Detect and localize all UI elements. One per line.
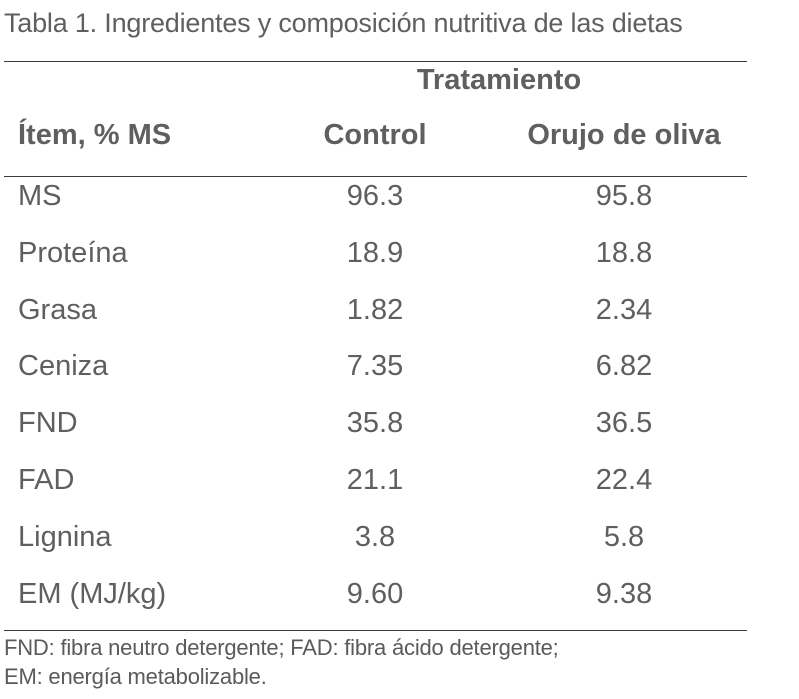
- table-row: MS 96.3 95.8: [0, 177, 799, 234]
- cell-orujo: 95.8: [595, 180, 653, 212]
- cell-orujo: 2.34: [595, 293, 653, 326]
- table-row: EM (MJ/kg) 9.60 9.38: [0, 575, 799, 632]
- column-header-item: Ítem, % MS: [18, 119, 172, 151]
- table-row: Lignina 3.8 5.8: [0, 518, 799, 575]
- row-label: Grasa: [18, 293, 97, 326]
- cell-control: 7.35: [346, 350, 404, 383]
- cell-control: 18.9: [346, 236, 404, 269]
- table-row: FND 35.8 36.5: [0, 404, 799, 461]
- cell-orujo: 6.82: [595, 350, 653, 383]
- table-row: Ceniza 7.35 6.82: [0, 347, 799, 404]
- table-header-rule: [4, 176, 747, 177]
- row-label: FAD: [18, 463, 75, 496]
- cell-control: 9.60: [346, 577, 404, 610]
- footnote-line-2: EM: energía metabolizable.: [4, 664, 267, 689]
- cell-orujo: 22.4: [595, 463, 653, 496]
- row-label: Lignina: [18, 520, 112, 553]
- table-row: FAD 21.1 22.4: [0, 461, 799, 518]
- cell-control: 21.1: [346, 463, 404, 496]
- cell-control: 96.3: [346, 180, 404, 212]
- row-label: FND: [18, 407, 78, 440]
- row-label: Proteína: [18, 236, 128, 269]
- table-footnote: FND: fibra neutro detergente; FAD: fibra…: [4, 633, 704, 691]
- table-row: Proteína 18.9 18.8: [0, 234, 799, 291]
- cell-orujo: 9.38: [595, 577, 653, 610]
- table-caption: Tabla 1. Ingredientes y composición nutr…: [4, 8, 683, 38]
- footnote-line-1: FND: fibra neutro detergente; FAD: fibra…: [4, 635, 559, 660]
- table-body: MS 96.3 95.8 Proteína 18.9 18.8 Grasa 1.…: [0, 177, 799, 631]
- table-bottom-rule: [4, 630, 747, 631]
- row-label: Ceniza: [18, 350, 109, 383]
- cell-control: 3.8: [354, 520, 396, 553]
- cell-control: 1.82: [346, 293, 404, 326]
- cell-control: 35.8: [346, 407, 404, 440]
- column-header-orujo: Orujo de oliva: [527, 119, 721, 151]
- row-label: EM (MJ/kg): [18, 577, 167, 610]
- column-header-control: Control: [323, 119, 427, 151]
- cell-orujo: 5.8: [603, 520, 645, 553]
- table-row: Grasa 1.82 2.34: [0, 291, 799, 348]
- cell-orujo: 18.8: [595, 236, 653, 269]
- row-label: MS: [18, 180, 62, 212]
- cell-orujo: 36.5: [595, 407, 653, 440]
- group-header-tratamiento: Tratamiento: [416, 64, 582, 96]
- table-top-rule: [4, 61, 747, 62]
